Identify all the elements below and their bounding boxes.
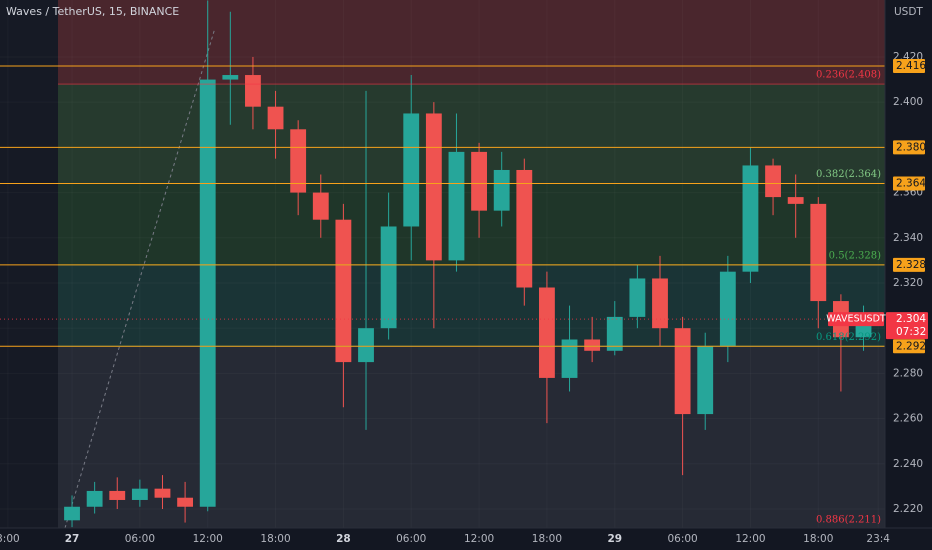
axes: 2.2202.2402.2602.2802.3002.3202.3402.360… [0,51,928,545]
candle-body [177,497,194,507]
candle-body [245,75,261,107]
y-tick-label: 2.220 [893,503,923,515]
price-line-label: 2.292 [896,340,926,352]
x-tick-label: 18:00 [803,533,833,545]
fib-zone [58,346,885,528]
fib-zone [58,0,885,85]
candle-body [471,151,487,211]
candles [64,0,872,528]
candle-body [335,219,352,363]
candle-body [380,226,397,329]
y-tick-label: 2.260 [893,413,923,425]
y-tick-label: 2.280 [893,367,923,379]
candle-body [493,169,510,211]
y-tick-label: 2.340 [893,232,923,244]
last-price-label: 2.304 [896,313,926,325]
x-tick-label: 12:00 [193,533,223,545]
price-line-label: 2.364 [896,178,926,190]
candle-body [64,506,80,521]
candle-body [652,278,668,329]
price-line-label: 2.328 [896,259,926,271]
candle-body [584,339,601,351]
candle-body [425,113,442,261]
candle-body [787,197,804,204]
fib-label: 0.886(2.211) [816,515,881,526]
fib-label: 0.618(2.292) [816,332,881,343]
fib-label: 0.382(2.364) [816,169,881,180]
x-tick-label: 12:00 [464,533,494,545]
candle-body [358,328,374,363]
candle-body [561,339,578,378]
x-tick-label: 06:00 [125,533,155,545]
y-tick-label: 2.320 [893,277,923,289]
price-line-tag [893,339,925,354]
candle-body [403,113,420,227]
y-tick-label: 2.240 [893,458,923,470]
candle-body [222,75,239,80]
fib-label: 0.5(2.328) [829,250,881,261]
chart-title: Waves / TetherUS, 15, BINANCE [6,5,179,18]
candle-body [86,490,103,507]
candle-body [697,346,714,415]
price-line-tag [893,176,925,191]
x-tick-label: 18:00 [532,533,562,545]
candle-body [719,271,736,347]
countdown: 07:32 [896,326,926,338]
x-tick-label: 12:00 [735,533,765,545]
candle-body [131,488,148,500]
symbol-tag [828,312,884,327]
candle-body [267,106,284,130]
x-tick-label: 18:00 [260,533,290,545]
price-line-tag [893,59,925,73]
x-tick-label: 29 [607,533,622,545]
price-line-label: 2.380 [896,141,926,153]
last-price-tag [886,312,928,340]
candle-body [742,165,759,272]
candle-body [199,79,216,507]
session-shade [0,0,58,528]
x-tick-label: 27 [65,533,80,545]
price-line-tag [893,140,925,155]
symbol-label: WAVESUSDT [826,314,886,325]
x-tick-label: 3:00 [0,533,20,545]
x-tick-label: 06:00 [667,533,697,545]
candle-body [606,316,623,351]
x-tick-label: 28 [336,533,351,545]
y-tick-label: 2.400 [893,96,923,108]
candle-body [290,129,307,193]
fib-zone [58,264,885,347]
candle-body [539,287,555,378]
price-line-label: 2.416 [896,60,926,72]
x-tick-label: 23:4 [866,533,890,545]
candle-body [448,151,465,261]
candle-body [154,488,171,498]
candle-body [765,165,781,198]
candle-body [674,328,691,415]
y-unit: USDT [894,6,923,18]
x-tick-label: 06:00 [396,533,426,545]
levels: 0.236(2.408) 0.382(2.364) 0.5(2.328) 0.618(… [0,65,885,526]
candle-body [629,278,646,317]
price-line-tag [893,257,925,272]
fib-label: 0.236(2.408) [816,70,881,81]
candle-body [109,490,126,500]
candle-body [810,203,827,302]
candle-body [516,169,533,288]
candle-body [312,192,329,220]
